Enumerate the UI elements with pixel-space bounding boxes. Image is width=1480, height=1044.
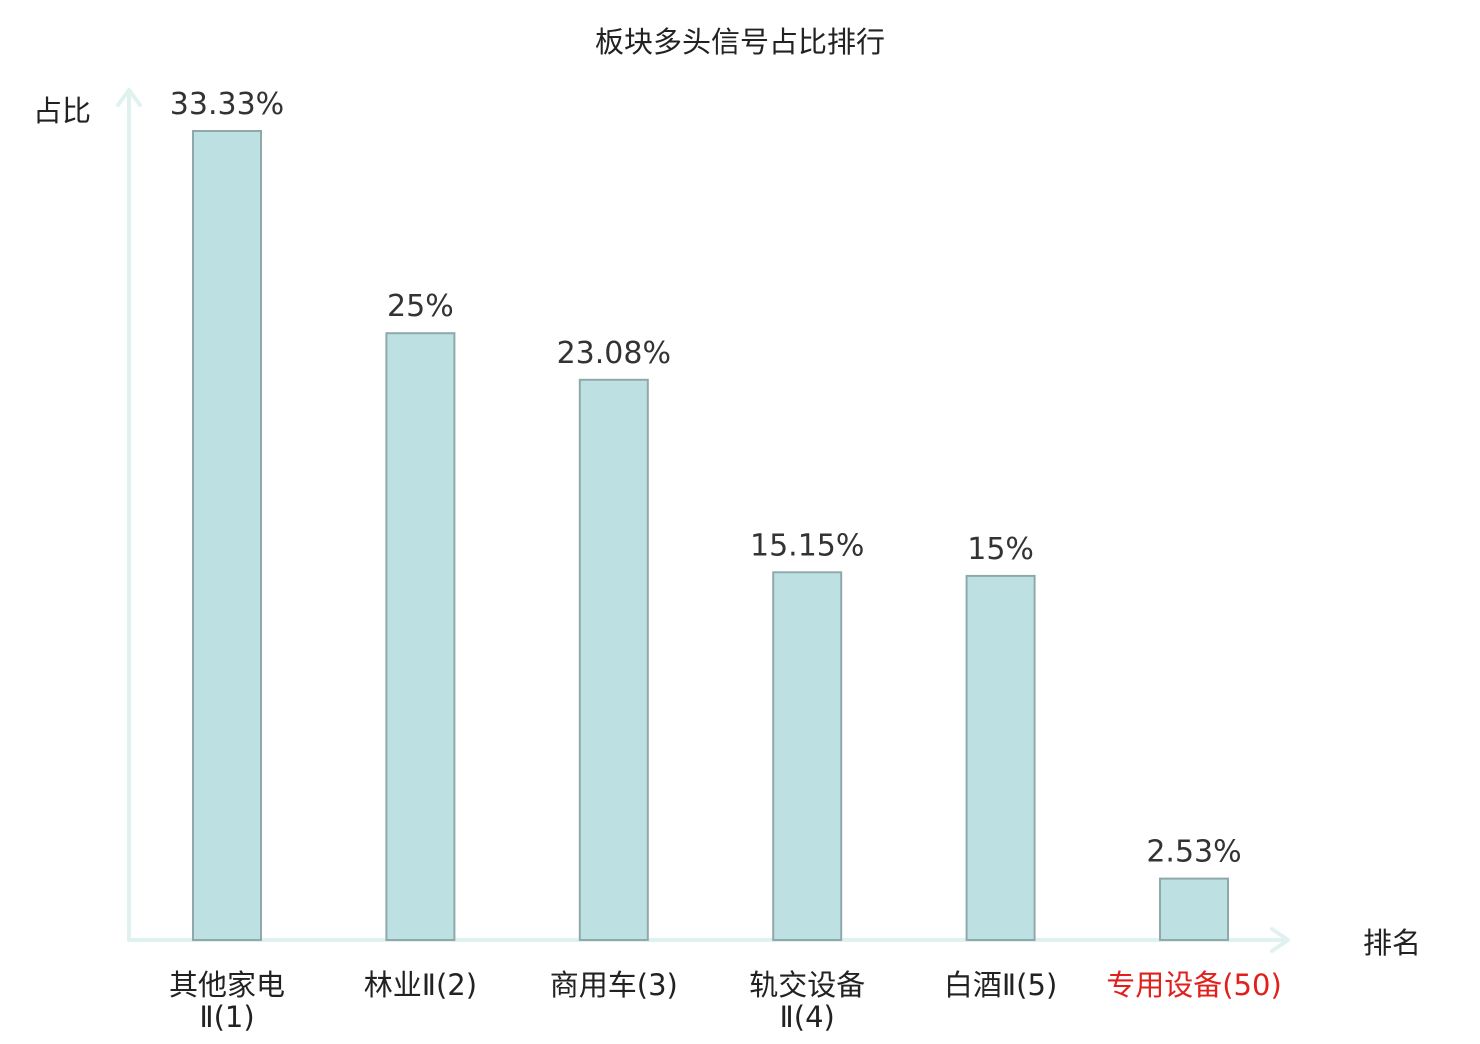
x-axis-arrow: [1270, 927, 1290, 953]
category-label: 商用车(3): [550, 968, 678, 1002]
bar: [578, 378, 649, 941]
bar: [192, 130, 262, 941]
bar-value-label: 23.08%: [557, 336, 671, 371]
category-label: 白酒Ⅱ(5): [944, 968, 1057, 1002]
axes: [116, 88, 1290, 953]
category-label-continuation: Ⅱ(1): [199, 1000, 254, 1034]
bar-value-label: 15%: [967, 532, 1034, 567]
category-label-continuation: Ⅱ(4): [780, 1000, 835, 1034]
bar: [1159, 877, 1229, 941]
category-label: 其他家电: [169, 968, 285, 1002]
y-axis-label: 占比: [33, 94, 91, 128]
category-label: 轨交设备: [749, 968, 865, 1002]
category-label: 林业Ⅱ(2): [364, 968, 477, 1002]
bar-value-label: 15.15%: [750, 528, 864, 563]
bar: [772, 571, 843, 941]
bar: [965, 574, 1036, 942]
bar-value-label: 2.53%: [1146, 835, 1241, 870]
x-axis-label: 排名: [1363, 926, 1421, 960]
bar: [385, 332, 456, 941]
bar-value-label: 25%: [387, 289, 454, 324]
y-axis-arrow: [116, 88, 142, 107]
value-labels-group: 33.33% 25% 23.08% 15.15% 15% 2.53%: [170, 87, 1242, 870]
category-label: 专用设备(50): [1106, 968, 1282, 1002]
bar-value-label: 33.33%: [170, 87, 284, 122]
bars-group: [192, 130, 1229, 942]
chart-title: 板块多头信号占比排行: [595, 25, 885, 59]
